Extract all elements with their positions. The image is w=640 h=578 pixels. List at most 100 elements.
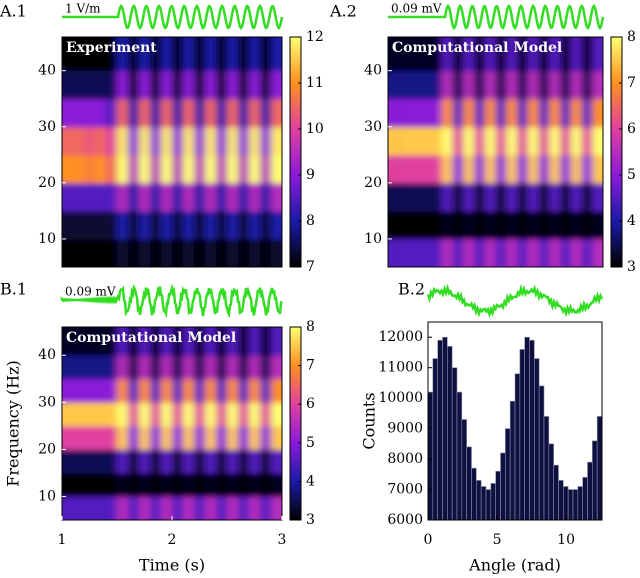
bar xyxy=(471,467,477,521)
heatmap-cell xyxy=(73,327,85,356)
heatmap-cell xyxy=(527,182,539,212)
heatmap-cell xyxy=(183,37,195,72)
heatmap-cell xyxy=(538,126,550,156)
heatmap-cell xyxy=(227,182,239,212)
colorbar-tick-label: 8 xyxy=(627,29,636,45)
heatmap-cell xyxy=(183,238,195,267)
bar xyxy=(582,477,588,521)
y-tick-label: 10 xyxy=(38,231,56,247)
heatmap-cell xyxy=(484,98,496,128)
heatmap-cell xyxy=(592,98,603,128)
panel-label: B.1 xyxy=(0,280,27,299)
heatmap-cell xyxy=(527,154,539,184)
heatmap-cell xyxy=(205,496,217,520)
heatmap-cell xyxy=(409,98,421,128)
heatmap-cell xyxy=(452,238,464,267)
heatmap-cell xyxy=(441,154,453,184)
heatmap-cell xyxy=(161,402,173,427)
heatmap-cell xyxy=(227,327,239,356)
heatmap-cell xyxy=(139,182,151,212)
heatmap-cell xyxy=(441,182,453,212)
heatmap-cell xyxy=(183,182,195,212)
heatmap-cell xyxy=(139,70,151,100)
heatmap-cell xyxy=(581,98,593,128)
y-tick-label: 8000 xyxy=(387,451,423,467)
bar xyxy=(490,483,496,521)
bar xyxy=(451,367,458,521)
heatmap-cell xyxy=(128,37,140,72)
heatmap-clip xyxy=(388,37,603,267)
heatmap-cell xyxy=(128,472,140,497)
heatmap-cell xyxy=(271,355,282,380)
heatmap-cell xyxy=(150,98,162,128)
heatmap-cell xyxy=(62,98,73,128)
heatmap-cell xyxy=(128,98,140,128)
heatmap-cell xyxy=(73,355,85,380)
heatmap-cell xyxy=(388,182,399,212)
heatmap-cell xyxy=(271,70,282,100)
heatmap-cell xyxy=(484,238,496,267)
heatmap-cell xyxy=(560,126,572,156)
heatmap-cell xyxy=(506,70,518,100)
heatmap-cell xyxy=(150,496,162,520)
heatmap-cell xyxy=(183,378,195,403)
heatmap-cell xyxy=(161,70,173,100)
heatmap-cell xyxy=(538,70,550,100)
heatmap-cell xyxy=(95,154,107,184)
heatmap-cell xyxy=(527,126,539,156)
heatmap-cell xyxy=(84,378,96,403)
panel-label: A.2 xyxy=(329,2,357,21)
heatmap-cell xyxy=(95,402,107,427)
heatmap-cell xyxy=(420,126,432,156)
heatmap-cell xyxy=(194,182,206,212)
heatmap-cell xyxy=(495,126,507,156)
heatmap-cell xyxy=(441,37,453,72)
heatmap-cell xyxy=(409,238,421,267)
heatmap-cell xyxy=(592,238,603,267)
heatmap-cell xyxy=(84,327,96,356)
heatmap-cell xyxy=(117,126,129,156)
heatmap-cell xyxy=(172,37,184,72)
heatmap-cell xyxy=(95,355,107,380)
heatmap-cell xyxy=(183,425,195,450)
heatmap-cell xyxy=(527,70,539,100)
heatmap-cell xyxy=(62,425,73,450)
bar xyxy=(442,336,448,521)
heatmap-cell xyxy=(431,98,443,128)
heatmap-cell xyxy=(441,238,453,267)
heatmap-cell xyxy=(117,238,129,267)
heatmap-cell xyxy=(139,425,151,450)
heatmap-cell xyxy=(227,449,239,474)
heatmap-cell xyxy=(484,37,496,72)
heatmap-cell xyxy=(194,98,206,128)
heatmap-cell xyxy=(205,449,217,474)
heatmap-cell xyxy=(128,449,140,474)
heatmap-cell xyxy=(538,154,550,184)
bar xyxy=(558,480,564,521)
heatmap-cell xyxy=(106,37,118,72)
heatmap-cell xyxy=(592,37,603,72)
heatmap-cell xyxy=(409,37,421,72)
y-tick-label: 7000 xyxy=(387,482,423,498)
heatmap-cell xyxy=(172,496,184,520)
heatmap-cell xyxy=(62,126,73,156)
heatmap-cell xyxy=(194,327,206,356)
heatmap-cell xyxy=(549,238,561,267)
heatmap-cell xyxy=(139,126,151,156)
heatmap-cell xyxy=(205,37,217,72)
heatmap-cell xyxy=(271,425,282,450)
heatmap-cell xyxy=(161,238,173,267)
heatmap-cell xyxy=(474,70,486,100)
heatmap-cell xyxy=(150,70,162,100)
heatmap-cell xyxy=(183,70,195,100)
heatmap-clip xyxy=(62,327,282,520)
heatmap-cell xyxy=(227,154,239,184)
heatmap-cell xyxy=(452,210,464,240)
heatmap-cell xyxy=(388,98,399,128)
heatmap-cell xyxy=(527,210,539,240)
heatmap-cell xyxy=(205,472,217,497)
bar xyxy=(577,486,583,521)
heatmap-cell xyxy=(150,182,162,212)
heatmap-cell xyxy=(409,126,421,156)
heatmap-cell xyxy=(527,238,539,267)
